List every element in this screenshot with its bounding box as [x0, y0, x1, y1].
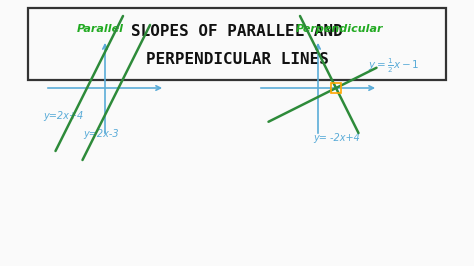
- Text: Perpendicular: Perpendicular: [296, 24, 384, 34]
- Text: PERPENDICULAR LINES: PERPENDICULAR LINES: [146, 52, 328, 67]
- Text: y=2x-3: y=2x-3: [83, 129, 118, 139]
- Text: y=2x+4: y=2x+4: [43, 111, 83, 121]
- Text: Parallel: Parallel: [76, 24, 124, 34]
- Text: SLOPES OF PARALLEL AND: SLOPES OF PARALLEL AND: [131, 23, 343, 39]
- Text: y= -2x+4: y= -2x+4: [313, 133, 360, 143]
- Bar: [331, 83, 341, 93]
- Bar: [28, 8, 446, 80]
- Text: $y=\frac{1}{2}x-1$: $y=\frac{1}{2}x-1$: [368, 57, 419, 75]
